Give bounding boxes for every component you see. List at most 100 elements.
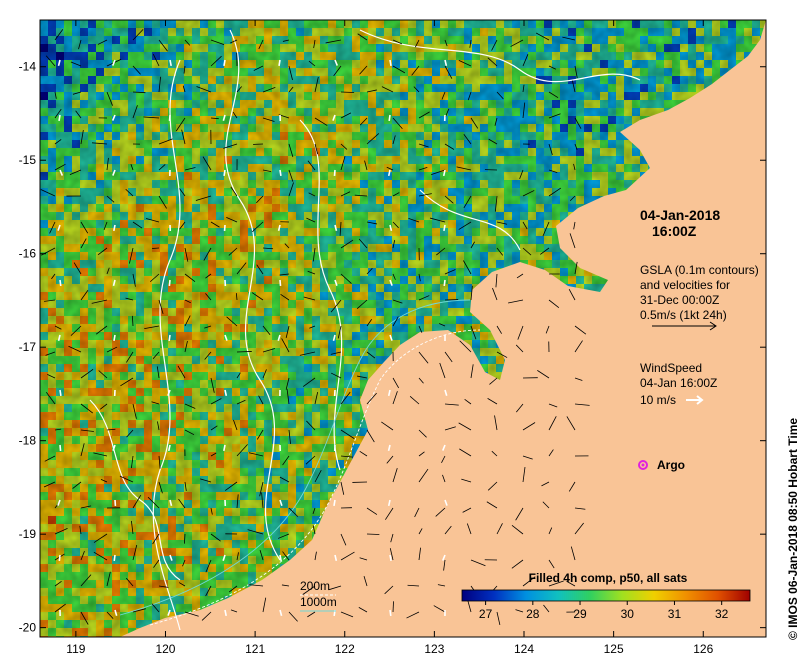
wind-arrow	[279, 499, 283, 506]
velocity-arrow	[435, 507, 446, 517]
velocity-arrow	[548, 403, 558, 408]
velocity-arrow	[414, 39, 420, 48]
velocity-arrow	[306, 420, 316, 431]
wind-arrow	[57, 334, 61, 342]
velocity-arrow	[443, 559, 446, 571]
velocity-arrow	[573, 221, 576, 230]
wind-arrow	[112, 444, 116, 451]
velocity-arrow	[333, 65, 342, 77]
wind-arrow	[279, 279, 282, 287]
velocity-arrow	[429, 217, 446, 223]
velocity-arrow	[230, 39, 238, 44]
wind-arrow	[332, 114, 336, 121]
velocity-arrow	[236, 86, 242, 93]
wind-arrow	[334, 224, 338, 232]
velocity-arrow	[120, 377, 134, 387]
velocity-arrow	[328, 585, 342, 591]
velocity-arrow	[522, 466, 526, 483]
velocity-arrow	[522, 422, 536, 431]
velocity-arrow	[441, 455, 446, 464]
velocity-arrow	[548, 65, 557, 70]
velocity-arrow	[308, 60, 316, 67]
velocity-arrow	[258, 395, 264, 405]
velocity-arrow	[144, 325, 160, 330]
velocity-arrow	[132, 494, 142, 509]
velocity-arrow	[280, 293, 290, 301]
velocity-arrow	[184, 403, 196, 409]
velocity-arrow	[430, 169, 446, 175]
velocity-arrow	[131, 520, 134, 535]
velocity-arrow	[541, 481, 550, 487]
velocity-arrow	[444, 351, 453, 363]
velocity-arrow	[256, 429, 264, 440]
velocity-arrow	[314, 117, 328, 126]
velocity-arrow	[158, 455, 161, 469]
velocity-arrow	[418, 528, 423, 535]
velocity-arrow	[386, 166, 394, 171]
velocity-arrow	[80, 505, 92, 509]
velocity-arrow	[314, 143, 319, 155]
velocity-arrow	[357, 33, 368, 41]
velocity-arrow	[80, 403, 93, 414]
wind-arrow	[389, 609, 392, 617]
velocity-arrow	[183, 65, 186, 74]
velocity-arrow	[152, 53, 160, 67]
velocity-arrow	[548, 187, 562, 197]
velocity-arrow	[441, 91, 446, 100]
velocity-arrow	[80, 611, 89, 625]
velocity-arrow	[143, 116, 160, 119]
velocity-arrow	[210, 398, 222, 405]
velocity-arrow	[442, 474, 446, 483]
velocity-arrow	[182, 85, 186, 93]
velocity-arrow	[251, 221, 264, 233]
velocity-arrow	[68, 345, 82, 353]
velocity-arrow	[119, 475, 134, 483]
wind-arrow	[334, 59, 339, 66]
velocity-arrow	[259, 550, 264, 561]
velocity-arrow	[437, 584, 446, 587]
velocity-arrow	[515, 344, 524, 353]
velocity-arrow	[224, 481, 238, 491]
velocity-arrow	[196, 86, 212, 93]
velocity-arrow	[210, 507, 213, 515]
velocity-arrow	[366, 221, 378, 225]
date-label: 04-Jan-2018	[640, 207, 720, 223]
velocity-arrow	[256, 264, 264, 275]
velocity-arrow	[340, 239, 354, 249]
wind-arrow	[277, 224, 281, 232]
velocity-arrow	[132, 221, 143, 229]
velocity-arrow	[307, 270, 316, 275]
velocity-arrow	[496, 91, 504, 100]
velocity-arrow	[459, 340, 472, 353]
velocity-arrow	[233, 419, 238, 431]
velocity-arrow	[381, 86, 394, 93]
velocity-arrow	[281, 584, 290, 587]
velocity-arrow	[131, 315, 134, 327]
velocity-arrow	[277, 533, 290, 539]
velocity-arrow	[54, 108, 62, 119]
velocity-arrow	[364, 160, 368, 171]
velocity-arrow	[205, 293, 212, 301]
longitude-axis: 119 120 121 122 123 124 125 126	[66, 20, 714, 656]
gsla-contours	[89, 29, 641, 631]
velocity-arrow	[54, 163, 66, 171]
lat-tick-label: -15	[19, 153, 37, 167]
velocity-arrow	[184, 315, 191, 327]
velocity-arrow	[288, 182, 294, 197]
velocity-arrow	[548, 449, 554, 457]
velocity-arrow	[470, 559, 486, 567]
velocity-arrow	[236, 494, 239, 509]
wind-arrow	[169, 554, 173, 561]
colorbar-tick-label: 32	[715, 607, 729, 621]
velocity-arrow	[470, 117, 479, 129]
velocity-arrow	[51, 273, 56, 280]
velocity-arrow	[100, 479, 108, 483]
velocity-arrow	[418, 377, 424, 384]
velocity-arrow	[132, 608, 146, 613]
lat-tick-label: -20	[19, 621, 37, 635]
velocity-arrow	[340, 481, 345, 495]
velocity-arrow	[496, 523, 503, 535]
velocity-arrow	[288, 611, 298, 622]
velocity-arrow	[54, 580, 62, 587]
velocity-arrow	[308, 192, 316, 197]
